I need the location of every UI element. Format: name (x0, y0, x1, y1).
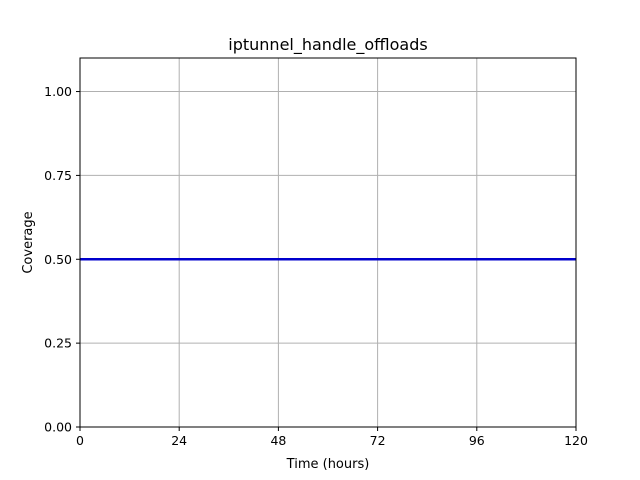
x-tick-label: 120 (564, 433, 588, 448)
plot-frame (79, 57, 577, 428)
y-tick-label: 0.25 (44, 336, 72, 351)
y-axis-label: Coverage (21, 211, 36, 273)
x-tick-label: 24 (171, 433, 187, 448)
x-tick-label: 48 (270, 433, 286, 448)
x-tick-label: 72 (370, 433, 386, 448)
y-tick-label: 0.50 (44, 252, 72, 267)
x-axis-label: Time (hours) (286, 457, 370, 472)
y-tick-label: 0.00 (44, 420, 72, 435)
plot-area (80, 58, 576, 427)
chart-title: iptunnel_handle_offloads (228, 35, 427, 55)
x-tick-label: 0 (76, 433, 84, 448)
x-tick-label: 96 (469, 433, 485, 448)
y-tick-label: 0.75 (44, 168, 72, 183)
y-tick-label: 1.00 (44, 84, 72, 99)
ticks: 0 24 48 72 96 120 0.00 0.25 0.50 0.75 1.00 (44, 84, 588, 448)
